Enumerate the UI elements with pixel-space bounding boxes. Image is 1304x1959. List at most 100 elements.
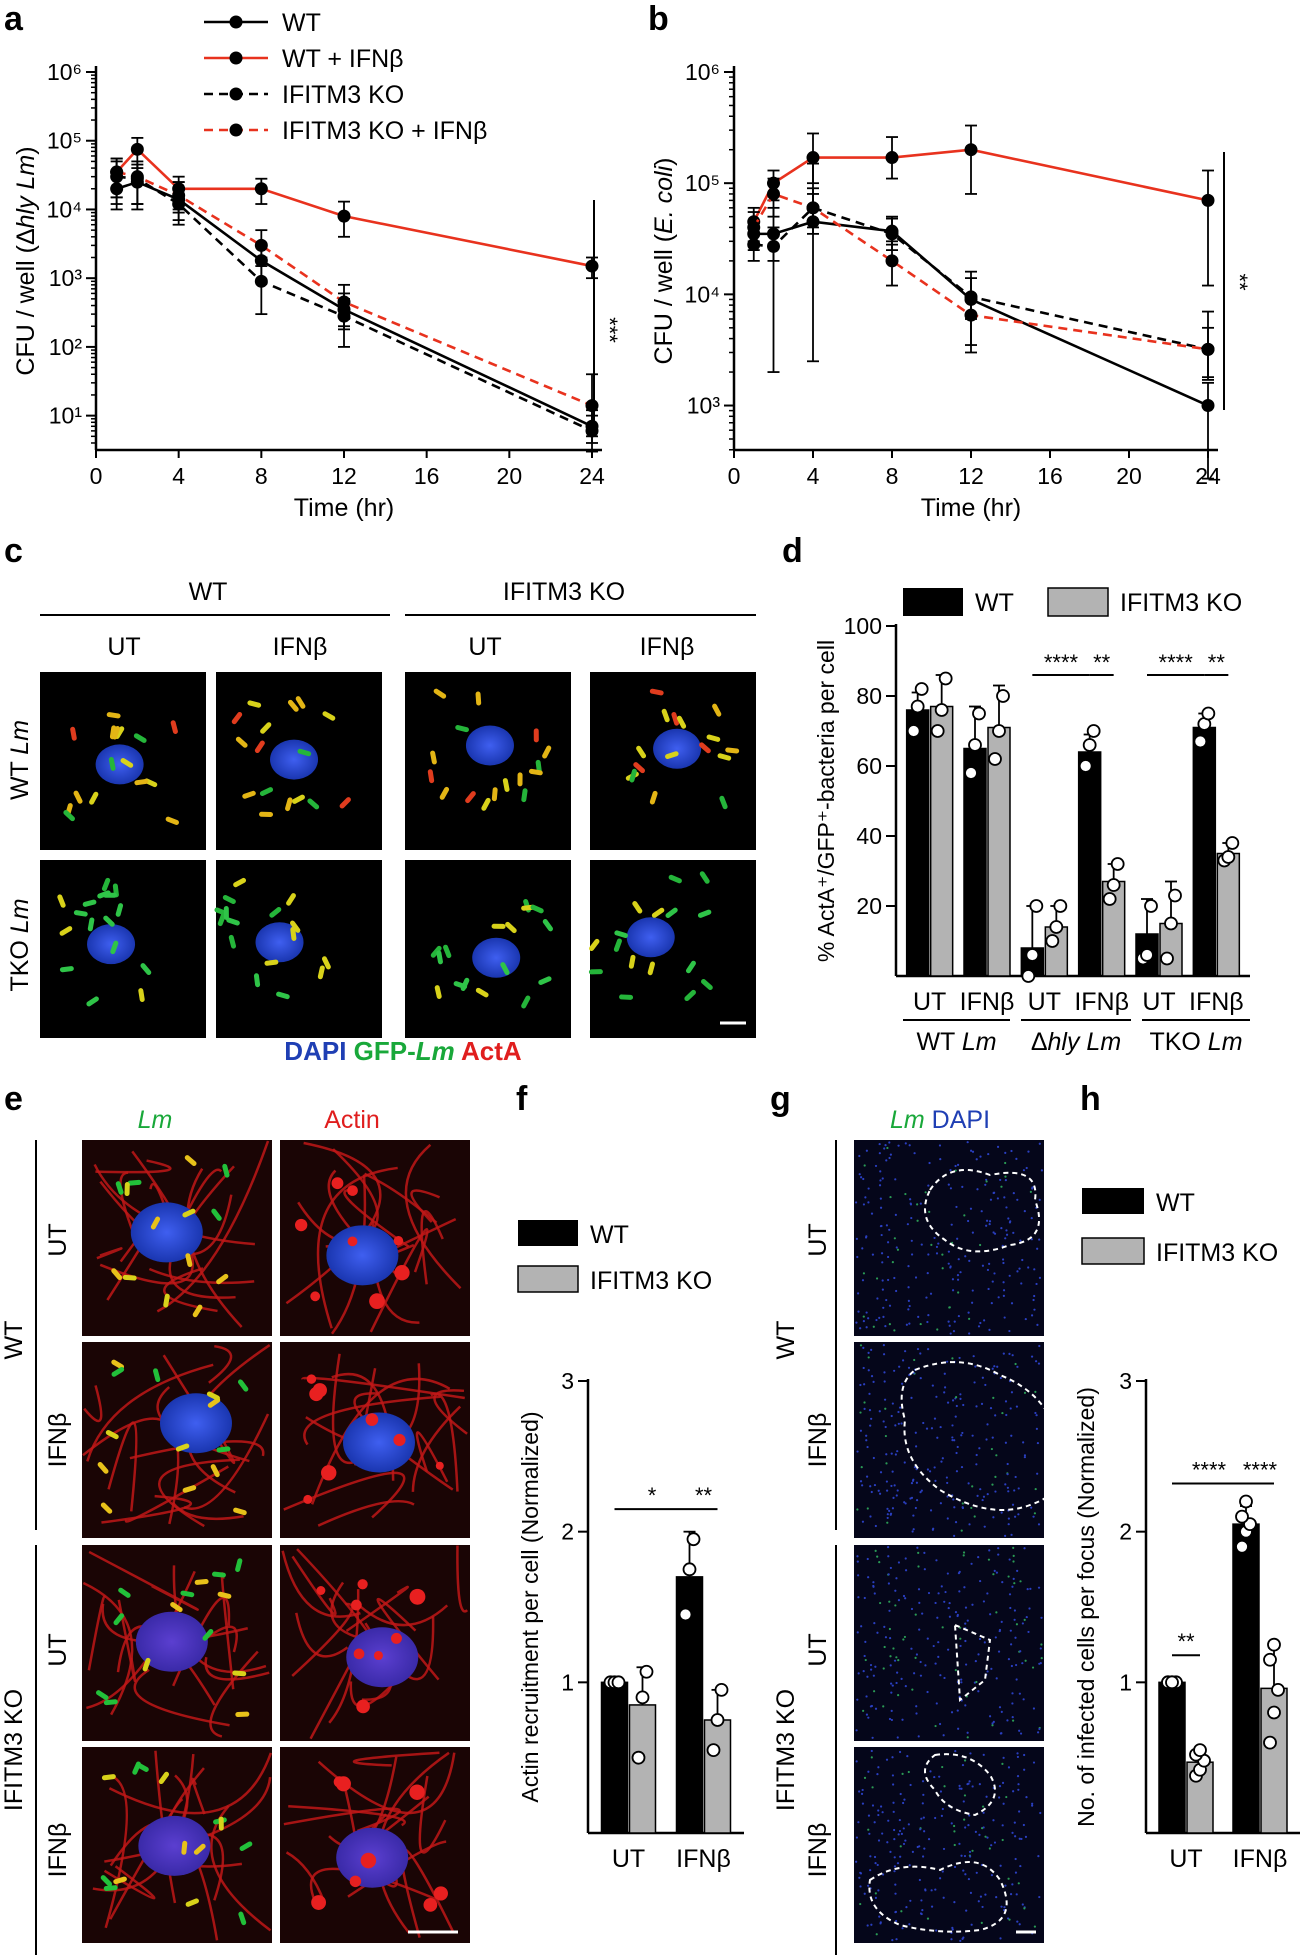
cell-dot xyxy=(1010,1149,1013,1153)
bacterium xyxy=(134,778,149,786)
cell-dot xyxy=(946,1517,949,1520)
cell-dot xyxy=(926,1917,930,1920)
g-row-label-1: UT xyxy=(804,1223,832,1256)
cell-dot xyxy=(879,1170,882,1173)
cell-dot xyxy=(1001,1824,1004,1827)
cell-dot xyxy=(862,1366,865,1370)
cell-dot xyxy=(920,1899,923,1902)
data-point xyxy=(1201,399,1215,413)
cell-dot xyxy=(891,1756,894,1759)
cell-dot xyxy=(856,1508,859,1511)
bar xyxy=(1260,1687,1288,1834)
cell-dot xyxy=(950,1711,954,1714)
cell-dot xyxy=(965,1909,968,1912)
cell-dot xyxy=(876,1631,879,1634)
actin-puncta xyxy=(347,1236,358,1247)
bar xyxy=(1232,1523,1260,1834)
cell-dot xyxy=(898,1406,902,1409)
cell-dot xyxy=(1022,1823,1025,1827)
nucleus xyxy=(159,1393,232,1454)
y-tick-label: 80 xyxy=(856,683,882,709)
y-tick-label: 10² xyxy=(49,334,83,360)
cell-dot xyxy=(930,1905,934,1908)
cell-dot xyxy=(1037,1523,1041,1526)
bar xyxy=(963,747,987,977)
data-dot xyxy=(1053,899,1068,913)
cell-dot xyxy=(916,1347,920,1351)
cell-dot xyxy=(893,1856,896,1859)
bacterium xyxy=(184,1155,197,1166)
cell-dot xyxy=(964,1606,968,1609)
cell-dot xyxy=(980,1921,983,1924)
actin-puncta xyxy=(349,1875,362,1888)
bar xyxy=(1159,922,1183,977)
data-dot xyxy=(1165,1675,1179,1690)
bacterium xyxy=(73,790,83,804)
cell-dot xyxy=(1015,1623,1019,1626)
cell-dot xyxy=(904,1569,908,1572)
cell-dot xyxy=(1039,1662,1042,1665)
panel-letter-d: d xyxy=(782,532,803,570)
legend-swatch xyxy=(517,1265,579,1293)
bar xyxy=(1192,726,1217,977)
c-row-label-2: TKO Lm xyxy=(6,898,34,991)
actin-puncta xyxy=(333,1776,345,1788)
cell-dot xyxy=(993,1272,996,1275)
cell-dot xyxy=(1011,1883,1014,1886)
cell-dot xyxy=(892,1801,895,1804)
bacterium xyxy=(505,921,517,934)
bacterium xyxy=(127,1179,142,1186)
cell-dot xyxy=(934,1601,937,1605)
data-dot xyxy=(714,1682,729,1697)
actin-fiber xyxy=(171,1501,244,1520)
cell-dot xyxy=(957,1258,960,1261)
x-tick-label: UT xyxy=(913,988,946,1016)
cell-dot xyxy=(968,1850,972,1854)
cell-dot xyxy=(874,1524,877,1528)
cell-dot xyxy=(869,1515,872,1518)
nucleus xyxy=(465,725,514,766)
cell-dot xyxy=(1010,1391,1014,1394)
data-point xyxy=(885,151,899,165)
cell-dot xyxy=(978,1833,981,1836)
cell-dot xyxy=(1025,1166,1028,1170)
cell-dot xyxy=(912,1528,915,1531)
group-label-part: TKO xyxy=(1149,1028,1207,1056)
cell-dot xyxy=(896,1489,899,1492)
cell-dot xyxy=(929,1770,932,1773)
cell-dot xyxy=(1030,1314,1034,1317)
bar xyxy=(929,705,954,977)
cell-dot xyxy=(910,1216,913,1220)
cell-dot xyxy=(984,1383,987,1387)
cell-dot xyxy=(941,1457,944,1460)
y-tick-label: 20 xyxy=(856,893,882,919)
bacterium xyxy=(317,965,325,980)
cell-dot xyxy=(895,1681,898,1685)
cell-dot xyxy=(901,1359,905,1362)
cell-dot xyxy=(863,1596,866,1600)
bacterium xyxy=(502,778,510,792)
cell-dot xyxy=(896,1248,900,1251)
actin-fiber xyxy=(148,1267,255,1285)
bacterium xyxy=(253,973,261,988)
cell-dot xyxy=(1000,1710,1003,1714)
cell-dot xyxy=(963,1214,966,1217)
panel-g-micrographs: Lm DAPI WT IFITM3 KO UT IFNβ UT IFNβ xyxy=(772,1106,1065,1955)
cell-dot xyxy=(1005,1795,1008,1799)
data-dot xyxy=(639,1664,654,1679)
cell-dot xyxy=(930,1243,933,1246)
cell-dot xyxy=(880,1224,883,1228)
bacterium xyxy=(665,751,679,760)
cell-dot xyxy=(939,1157,942,1161)
actin-puncta xyxy=(391,1632,402,1644)
data-dot xyxy=(631,1750,646,1765)
data-dot xyxy=(1102,892,1117,906)
cell-dot xyxy=(922,1793,925,1796)
cell-dot xyxy=(1000,1185,1003,1188)
bacterium xyxy=(647,961,655,976)
actin-fiber xyxy=(208,1344,233,1384)
cell-dot xyxy=(856,1555,859,1558)
c-tile-r2-c3 xyxy=(405,860,571,1038)
y-tick-label: 2 xyxy=(1119,1519,1132,1545)
cell-dot xyxy=(1032,1761,1036,1764)
